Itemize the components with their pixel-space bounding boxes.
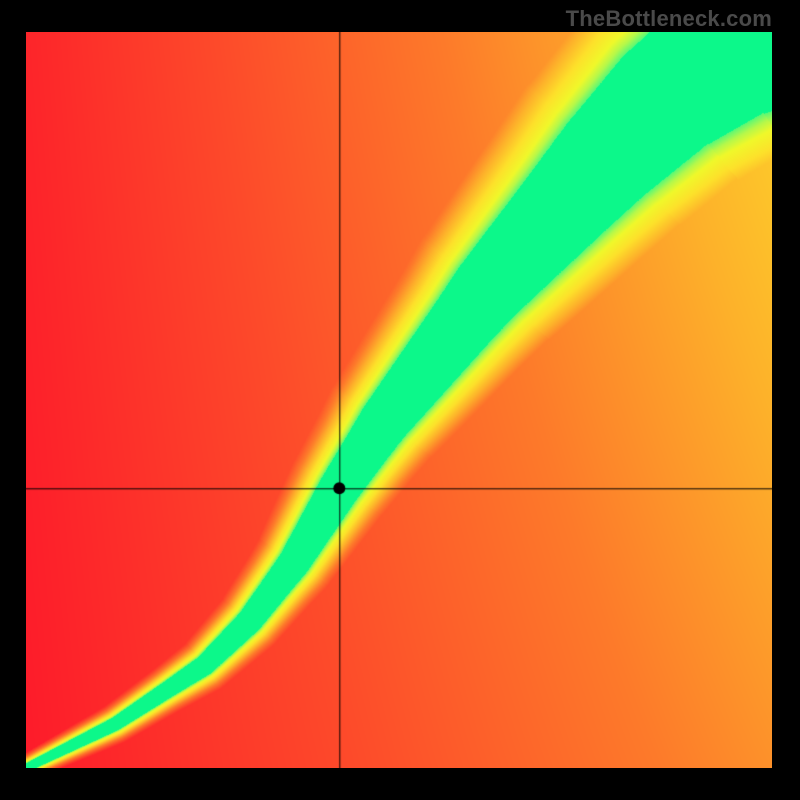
chart-container: { "watermark": { "text": "TheBottleneck.…	[0, 0, 800, 800]
watermark-text: TheBottleneck.com	[566, 6, 772, 32]
bottleneck-heatmap	[26, 32, 772, 768]
